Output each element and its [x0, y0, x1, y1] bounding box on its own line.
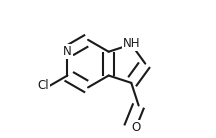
- Text: N: N: [63, 45, 72, 58]
- Text: Cl: Cl: [38, 79, 49, 92]
- Text: O: O: [131, 121, 140, 134]
- Text: NH: NH: [122, 37, 140, 50]
